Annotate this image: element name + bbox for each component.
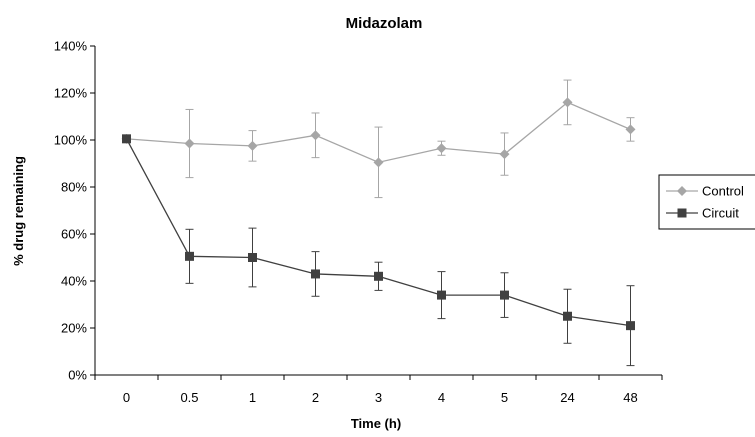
- data-point: [677, 186, 687, 196]
- x-tick-label: 3: [375, 390, 382, 405]
- data-point: [373, 157, 384, 168]
- data-point: [184, 138, 195, 149]
- series-control: [121, 79, 636, 199]
- x-tick-label: 4: [438, 390, 445, 405]
- y-tick-label: 40%: [61, 274, 87, 289]
- legend-items: Control Circuit: [666, 184, 744, 221]
- legend-item: Control: [666, 184, 744, 199]
- y-tick-label: 80%: [61, 180, 87, 195]
- legend-item: Circuit: [666, 206, 739, 221]
- data-point: [247, 140, 258, 151]
- data-point: [677, 208, 687, 218]
- x-tick-label: 48: [623, 390, 637, 405]
- y-tick-label: 20%: [61, 321, 87, 336]
- data-point: [122, 134, 131, 144]
- y-tick-label: 120%: [54, 86, 88, 101]
- data-point: [626, 321, 635, 331]
- y-axis-label: % drug remaining: [11, 156, 26, 266]
- chart-title: Midazolam: [346, 15, 423, 32]
- x-tick-label: 0.5: [180, 390, 198, 405]
- data-point: [310, 130, 321, 141]
- x-tick-label: 24: [560, 390, 574, 405]
- y-axis-ticks: 0% 20% 40% 60% 80% 100% 120% 140%: [54, 39, 95, 383]
- data-point: [311, 269, 320, 279]
- legend-box: [658, 174, 755, 230]
- x-axis-label: Time (h): [351, 416, 401, 431]
- data-point: [185, 251, 194, 261]
- legend: Control Circuit: [658, 174, 755, 230]
- series-layer: [121, 79, 636, 367]
- series-circuit: [122, 134, 635, 367]
- data-point: [563, 311, 572, 321]
- x-tick-label: 2: [312, 390, 319, 405]
- y-tick-label: 60%: [61, 227, 87, 242]
- x-tick-label: 5: [501, 390, 508, 405]
- data-point: [248, 253, 257, 262]
- legend-label: Circuit: [702, 206, 739, 221]
- y-tick-label: 140%: [54, 39, 88, 54]
- data-point: [499, 149, 510, 160]
- x-axis-ticks: 0 0.5 1 2 3 4 5 24 48: [94, 375, 663, 405]
- x-tick-label: 1: [249, 390, 256, 405]
- data-point: [436, 143, 447, 154]
- data-point: [437, 290, 446, 300]
- data-point: [562, 97, 573, 108]
- data-point: [500, 290, 509, 300]
- data-point: [625, 124, 636, 135]
- legend-label: Control: [702, 184, 744, 199]
- x-tick-label: 0: [123, 390, 130, 405]
- data-point: [374, 271, 383, 281]
- y-tick-label: 100%: [54, 133, 88, 148]
- y-tick-label: 0%: [68, 368, 87, 383]
